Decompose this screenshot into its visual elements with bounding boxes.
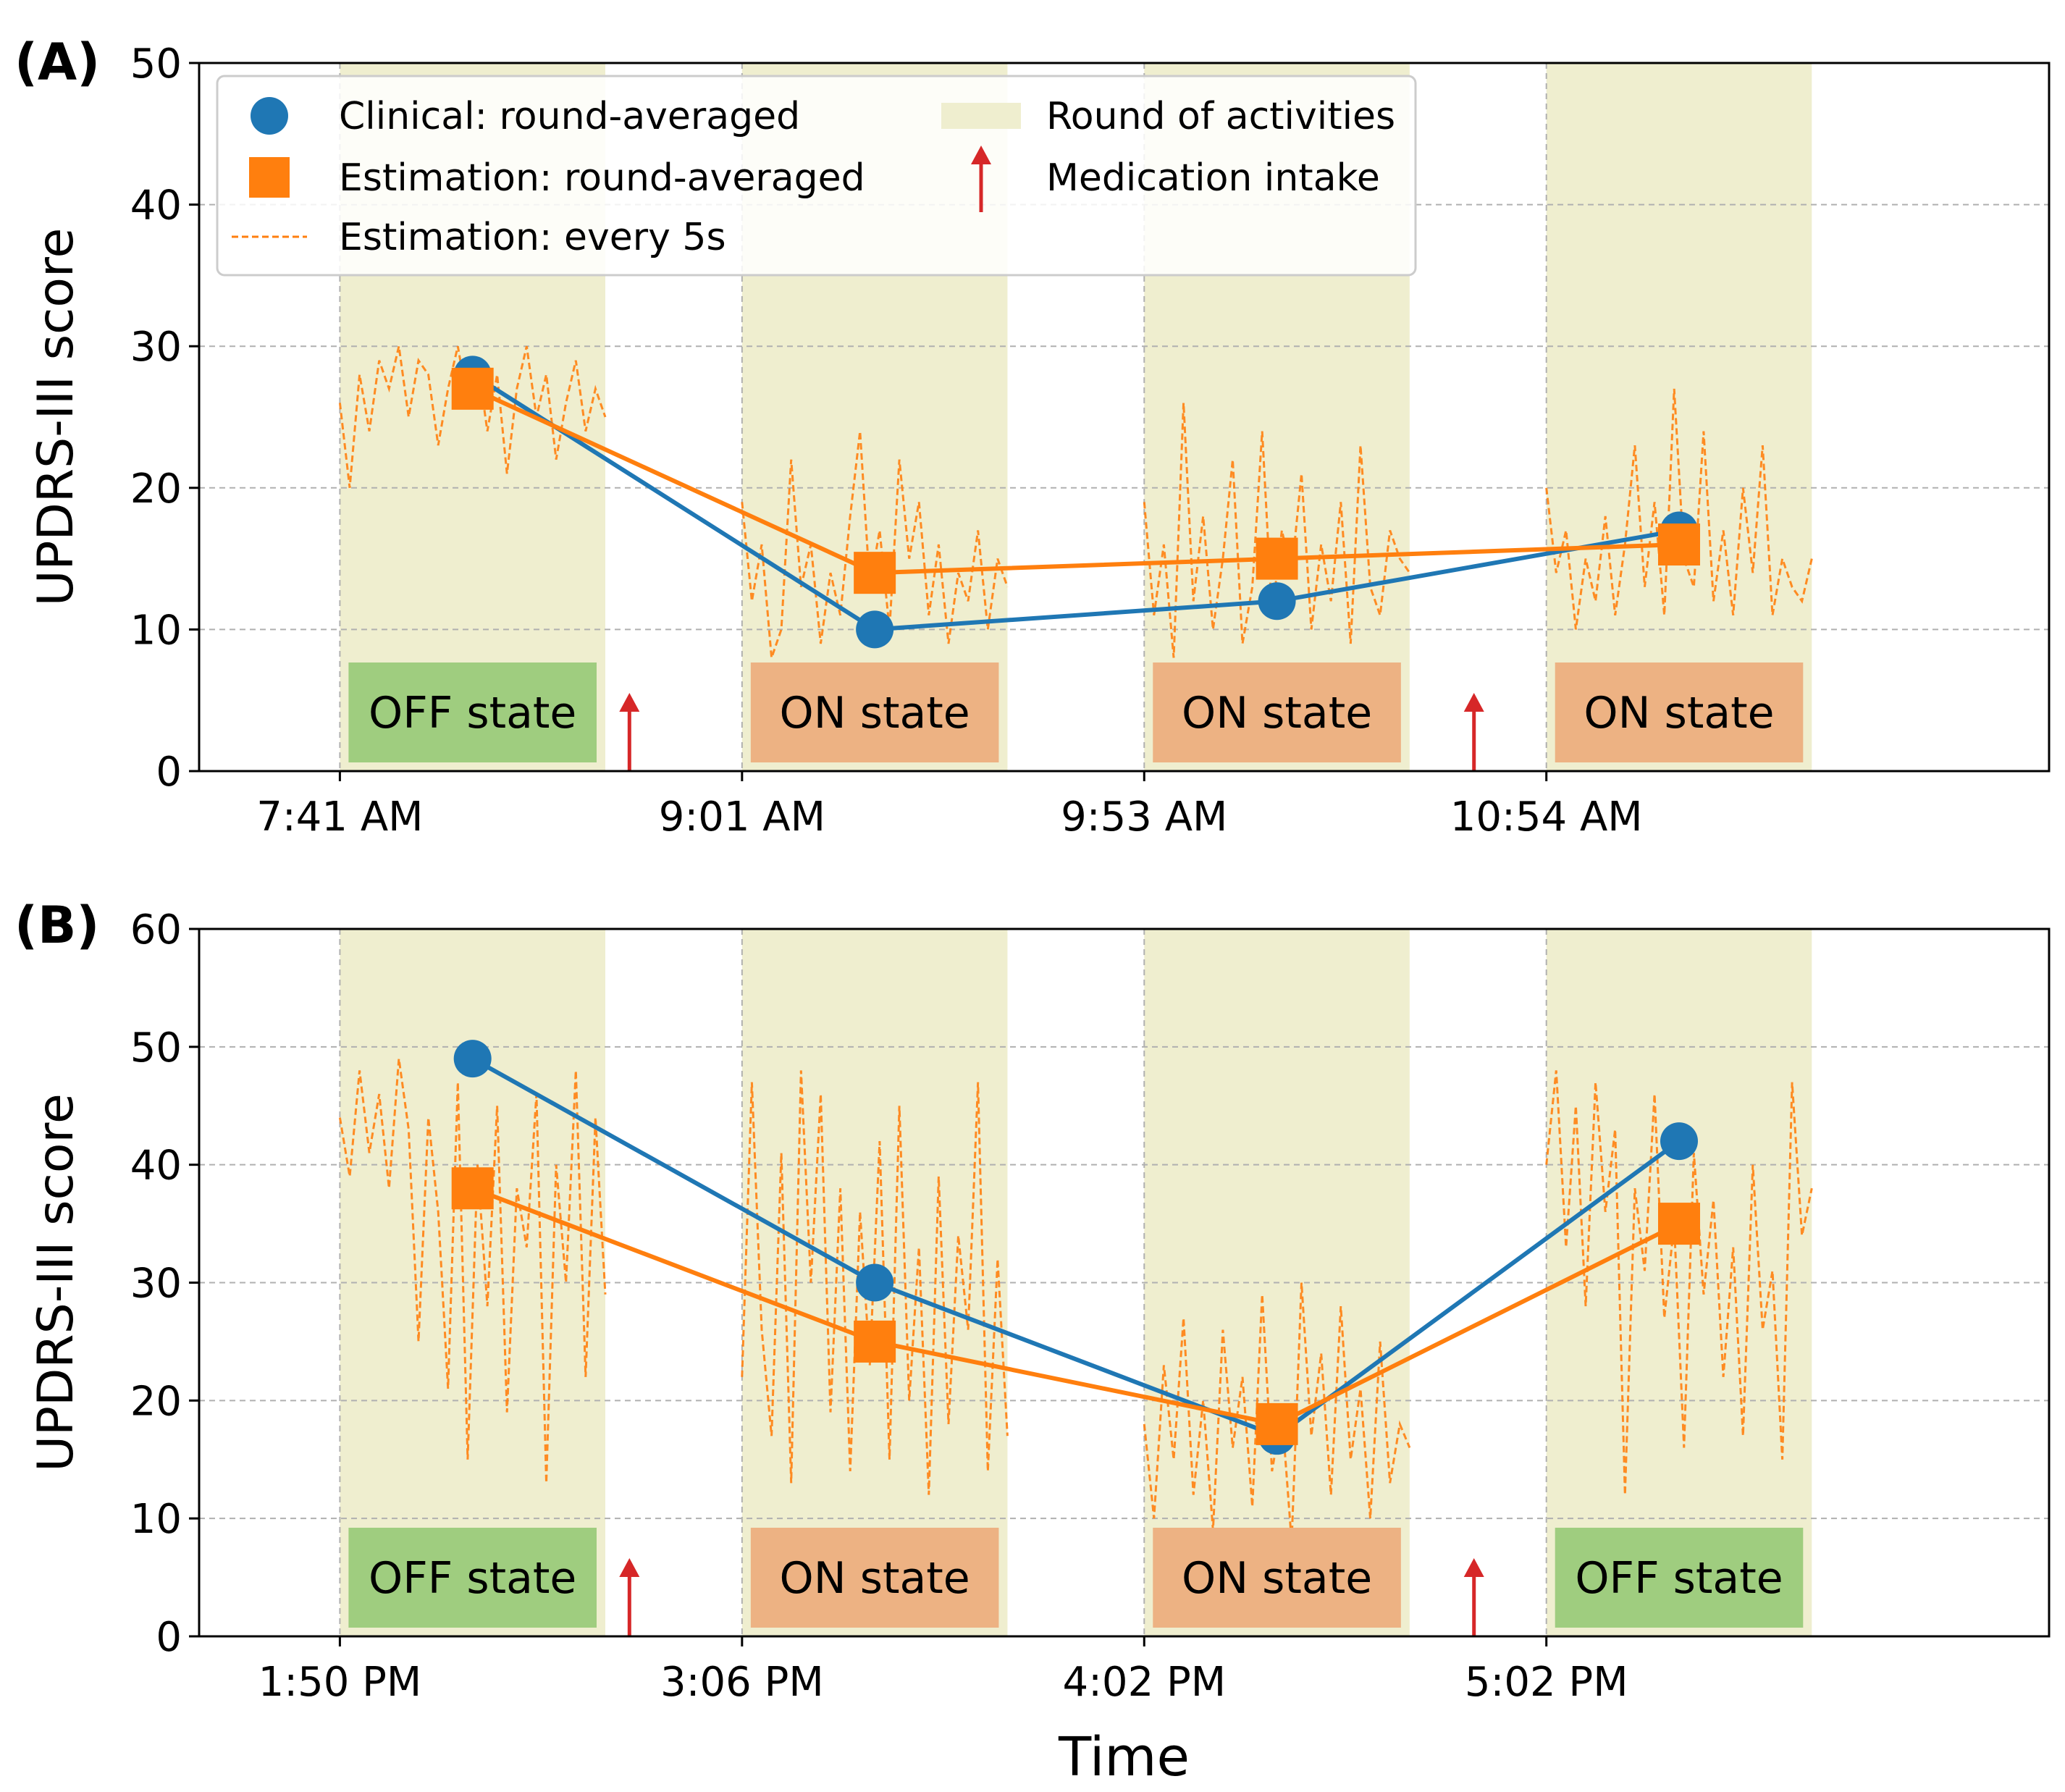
y-tick-label: 40: [130, 182, 182, 230]
legend-medication-label: Medication intake: [1046, 156, 1380, 200]
state-box: [1153, 1528, 1401, 1628]
legend-medication-head: [971, 146, 991, 164]
y-tick-label: 20: [130, 466, 182, 513]
y-tick-label: 0: [156, 749, 182, 796]
y-axis-label: UPDRS-III score: [28, 1093, 85, 1472]
medication-arrow-head: [619, 1558, 640, 1577]
medication-arrow-head: [619, 693, 640, 712]
x-tick-label: 5:02 PM: [1465, 1659, 1628, 1706]
state-label: ON state: [780, 688, 970, 739]
clinical-point: [856, 1263, 894, 1302]
y-tick-label: 60: [130, 906, 182, 954]
state-box: [1555, 662, 1804, 762]
estimation-point: [854, 1320, 896, 1363]
clinical-point: [1660, 1122, 1698, 1161]
x-tick-label: 3:06 PM: [660, 1659, 824, 1706]
state-label: ON state: [1182, 688, 1372, 739]
x-tick-label: 1:50 PM: [258, 1659, 422, 1706]
panel-label: (B): [14, 896, 99, 955]
clinical-point: [1258, 582, 1296, 621]
clinical-point: [453, 1040, 492, 1078]
legend-clinical-marker: [251, 97, 288, 135]
y-axis-label: UPDRS-III score: [28, 228, 85, 607]
estimation-point: [1256, 537, 1298, 580]
clinical-line: [471, 1056, 1681, 1439]
legend-estimation-5s-label: Estimation: every 5s: [339, 216, 726, 259]
chart-panel-a: OFF state ON state ON state ON state 0 10 20 30…: [14, 33, 2051, 841]
legend-box: [216, 75, 1417, 277]
y-tick-label: 30: [130, 1261, 182, 1308]
state-box: [348, 662, 597, 762]
state-box: [1153, 662, 1401, 762]
medication-arrow-head: [1463, 1558, 1484, 1577]
state-label: OFF state: [369, 688, 576, 739]
legend: Clinical: round-averaged Estimation: roun…: [216, 75, 1417, 277]
x-tick-label: 4:02 PM: [1062, 1659, 1226, 1706]
estimation-point: [854, 552, 896, 594]
legend-round-swatch: [941, 103, 1021, 129]
state-label: ON state: [1584, 688, 1774, 739]
state-box: [348, 1528, 597, 1628]
clinical-line: [471, 372, 1680, 632]
x-tick-label: 7:41 AM: [256, 794, 423, 841]
medication-arrow-head: [1463, 693, 1484, 712]
estimation-5s-line: [741, 1070, 1009, 1495]
y-tick-label: 30: [130, 324, 182, 371]
y-tick-label: 0: [156, 1614, 182, 1661]
legend-estimation-label: Estimation: round-averaged: [339, 156, 865, 200]
y-tick-label: 10: [130, 607, 182, 654]
estimation-point: [1658, 1203, 1700, 1245]
panel-label: (A): [14, 33, 100, 92]
state-box: [750, 1528, 999, 1628]
y-tick-label: 10: [130, 1496, 182, 1543]
estimation-5s-line: [1545, 388, 1813, 630]
estimation-5s-line: [1545, 1070, 1813, 1495]
x-axis-label: Time: [1058, 1726, 1190, 1788]
round-band: [1546, 63, 1812, 771]
clinical-point: [856, 610, 894, 649]
x-tick-label: 10:54 AM: [1450, 794, 1643, 841]
x-tick-label: 9:53 AM: [1061, 794, 1227, 841]
estimation-point: [451, 367, 494, 410]
estimation-line: [471, 387, 1680, 576]
estimation-point: [1658, 523, 1700, 566]
estimation-point: [451, 1167, 494, 1210]
state-label: ON state: [1182, 1553, 1372, 1604]
state-label: ON state: [780, 1553, 970, 1604]
estimation-line: [471, 1186, 1681, 1427]
y-tick-label: 50: [130, 1025, 182, 1072]
state-box: [1555, 1528, 1804, 1628]
axes-frame: [198, 62, 2051, 773]
y-tick-label: 40: [130, 1143, 182, 1190]
legend-estimation-marker: [249, 157, 290, 198]
state-label: OFF state: [369, 1553, 576, 1604]
legend-round-label: Round of activities: [1046, 95, 1395, 138]
state-label: OFF state: [1575, 1553, 1783, 1604]
chart-panel-b: OFF state ON state ON state OFF state 0 10 20 3…: [14, 896, 2051, 1788]
state-box: [750, 662, 999, 762]
y-tick-label: 50: [130, 41, 182, 88]
estimation-point: [1256, 1402, 1298, 1445]
y-tick-label: 20: [130, 1378, 182, 1425]
x-tick-label: 9:01 AM: [659, 794, 825, 841]
legend-clinical-label: Clinical: round-averaged: [339, 95, 800, 138]
